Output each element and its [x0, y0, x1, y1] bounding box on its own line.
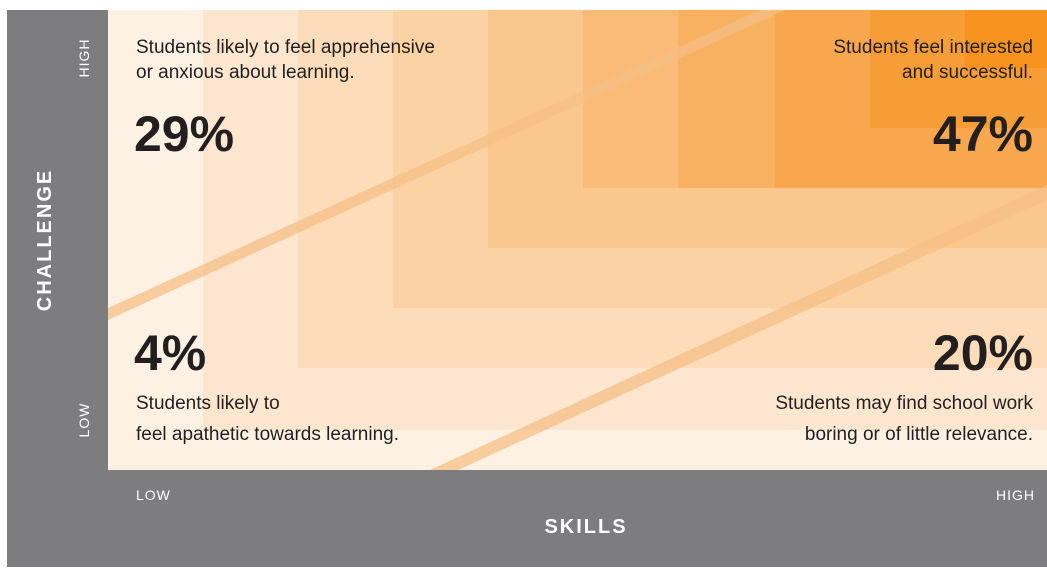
quadrant-percent: 4% [134, 325, 206, 381]
x-high-label: HIGH [996, 487, 1035, 503]
quadrant-text: Students feel interested [833, 37, 1033, 58]
quadrant-text: boring or of little relevance. [805, 424, 1033, 445]
quadrant-text: and successful. [902, 62, 1033, 83]
stripe [430, 185, 1047, 470]
y-axis-title: CHALLENGE [34, 169, 56, 311]
quadrant-percent: 29% [134, 106, 234, 162]
quadrant-text: Students may find school work [775, 393, 1033, 414]
y-low-label: LOW [76, 403, 92, 438]
quadrant-text: or anxious about learning. [136, 62, 355, 83]
zone [965, 10, 1047, 68]
quadrant-percent: 20% [933, 325, 1033, 381]
quadrant-text: Students likely to feel apprehensive [136, 37, 435, 58]
quadrant-text: feel apathetic towards learning. [136, 424, 399, 445]
stripe [108, 10, 785, 320]
quadrant-text: Students likely to [136, 393, 280, 414]
x-low-label: LOW [136, 487, 171, 503]
x-axis-title: SKILLS [544, 516, 627, 538]
quadrant-percent: 47% [933, 106, 1033, 162]
y-high-label: HIGH [76, 39, 92, 78]
